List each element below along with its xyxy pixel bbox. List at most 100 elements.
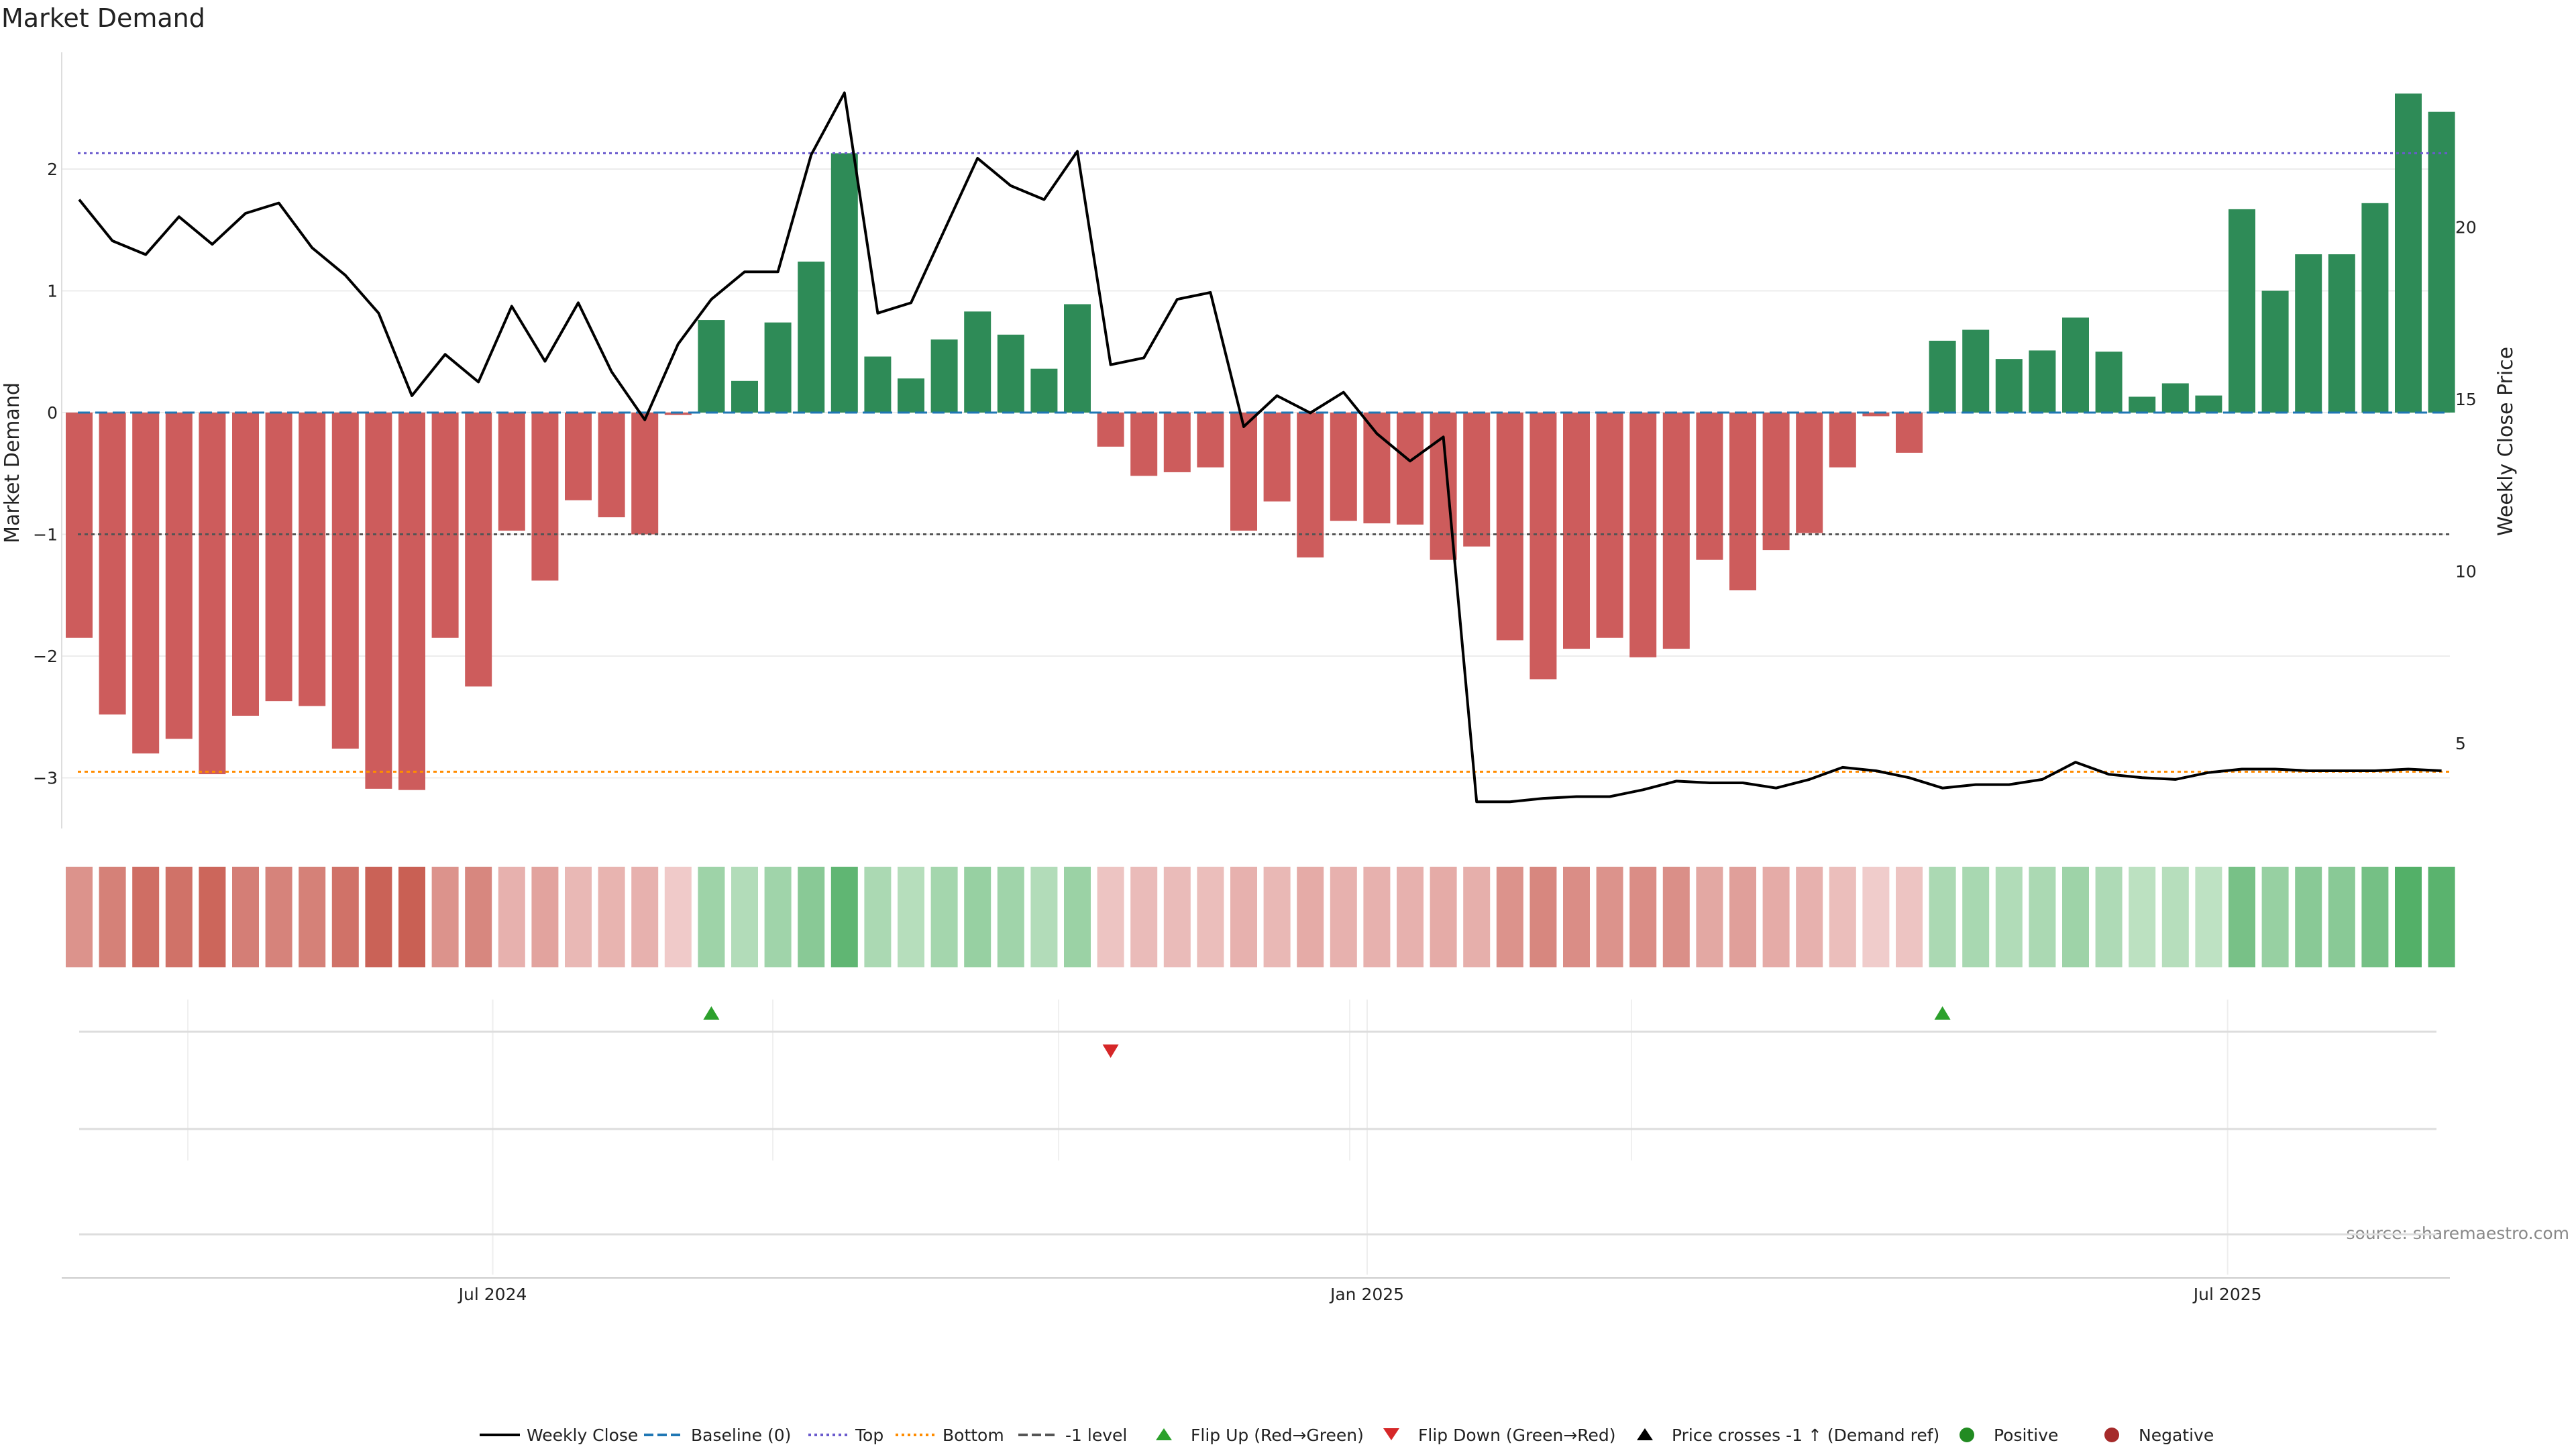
heat-cell: [1729, 867, 1756, 967]
demand-bar: [898, 378, 924, 413]
demand-bar: [2029, 350, 2056, 413]
legend-item: Positive: [1960, 1426, 2058, 1445]
y-tick-label: −1: [33, 525, 58, 545]
y-tick-label: −3: [33, 769, 58, 788]
legend-swatch: [1156, 1428, 1172, 1440]
demand-bar: [565, 413, 592, 500]
demand-bar: [365, 413, 392, 789]
flip-up-marker: [703, 1006, 720, 1020]
y-tick-label: 0: [47, 403, 58, 423]
demand-bar: [2161, 383, 2189, 413]
heat-cell: [698, 867, 725, 967]
heat-cell: [1263, 867, 1291, 967]
heat-cell: [1064, 867, 1091, 967]
demand-bar: [2428, 111, 2455, 413]
heat-cell: [1297, 867, 1324, 967]
heat-cell: [1862, 867, 1890, 967]
legend-label: Negative: [2139, 1426, 2214, 1445]
legend-item: Flip Up (Red→Green): [1156, 1426, 1364, 1445]
legend-label: Price crosses -1 ↑ (Demand ref): [1672, 1426, 1939, 1445]
demand-bar: [2129, 396, 2156, 413]
demand-bar: [798, 261, 825, 413]
legend-item: -1 level: [1018, 1426, 1127, 1445]
demand-bar: [465, 413, 492, 687]
demand-bar: [1397, 413, 1424, 525]
heat-cell: [99, 867, 126, 967]
demand-bar: [1297, 413, 1324, 557]
y-axis-label: Market Demand: [1, 382, 24, 543]
flip-marker-panels: [79, 1006, 2436, 1236]
heat-cell: [265, 867, 292, 967]
demand-bar: [2229, 209, 2255, 413]
demand-bar: [1363, 413, 1391, 524]
heat-cell: [565, 867, 592, 967]
demand-bar: [1662, 413, 1690, 649]
demand-bar: [1064, 304, 1091, 413]
x-tick-label: Jul 2024: [458, 1285, 527, 1304]
demand-bar: [2361, 203, 2389, 413]
demand-bars: [66, 93, 2455, 790]
demand-bar: [331, 413, 359, 749]
legend-label: Top: [855, 1426, 883, 1445]
heat-cell: [1197, 867, 1224, 967]
legend-item: Flip Down (Green→Red): [1383, 1426, 1616, 1445]
demand-bar: [1729, 413, 1756, 590]
heat-cell: [2161, 867, 2189, 967]
demand-bar: [1896, 413, 1923, 453]
flip-up-marker: [1934, 1006, 1951, 1020]
demand-bar: [1829, 413, 1856, 468]
heat-cell: [498, 867, 525, 967]
legend-item: Negative: [2104, 1426, 2214, 1445]
heat-cell: [1696, 867, 1723, 967]
y2-tick-label: 5: [2455, 734, 2466, 753]
legend-item: Baseline (0): [644, 1426, 791, 1445]
demand-bar: [997, 334, 1024, 413]
demand-bar: [66, 413, 93, 638]
legend-item: Price crosses -1 ↑ (Demand ref): [1637, 1426, 1939, 1445]
heat-cell: [66, 867, 93, 967]
price-line: [78, 91, 2442, 804]
legend-swatch: [1960, 1428, 1974, 1442]
heat-cell: [664, 867, 692, 967]
heat-cell: [165, 867, 193, 967]
heat-cell: [898, 867, 924, 967]
heat-cell: [398, 867, 425, 967]
demand-bar: [1163, 413, 1191, 472]
axes: [61, 52, 2450, 1279]
demand-bar: [2261, 290, 2289, 413]
heat-cell: [631, 867, 659, 967]
demand-bar: [199, 413, 226, 775]
demand-bar: [830, 153, 858, 413]
demand-bar: [1796, 413, 1823, 533]
heat-cell: [1397, 867, 1424, 967]
heat-cell: [1995, 867, 2023, 967]
x-tick-label: Jan 2025: [1329, 1285, 1404, 1304]
demand-bar: [1197, 413, 1224, 468]
demand-bar: [864, 356, 892, 413]
legend-item: Bottom: [896, 1426, 1004, 1445]
heat-cell: [1030, 867, 1058, 967]
legend-label: Bottom: [943, 1426, 1004, 1445]
heat-cell: [1829, 867, 1856, 967]
heat-cell: [1463, 867, 1491, 967]
y2-tick-label: 20: [2455, 218, 2477, 237]
demand-bar: [232, 413, 259, 716]
legend: Weekly Close Baseline (0) Top Bottom -1 leve…: [480, 1426, 2214, 1445]
heat-cell: [1563, 867, 1590, 967]
demand-bar: [1696, 413, 1723, 560]
heat-cell: [1097, 867, 1124, 967]
heat-cell: [1130, 867, 1158, 967]
heat-cell: [1796, 867, 1823, 967]
heat-cell: [2328, 867, 2355, 967]
heat-cell: [331, 867, 359, 967]
demand-bar: [1130, 413, 1158, 476]
demand-bar: [1030, 368, 1058, 413]
heat-cell: [798, 867, 825, 967]
heat-cell: [365, 867, 392, 967]
heat-cell: [2295, 867, 2322, 967]
heat-cell: [2361, 867, 2389, 967]
y2-tick-label: 15: [2455, 390, 2477, 409]
heat-cell: [2395, 867, 2422, 967]
heat-cell: [598, 867, 625, 967]
